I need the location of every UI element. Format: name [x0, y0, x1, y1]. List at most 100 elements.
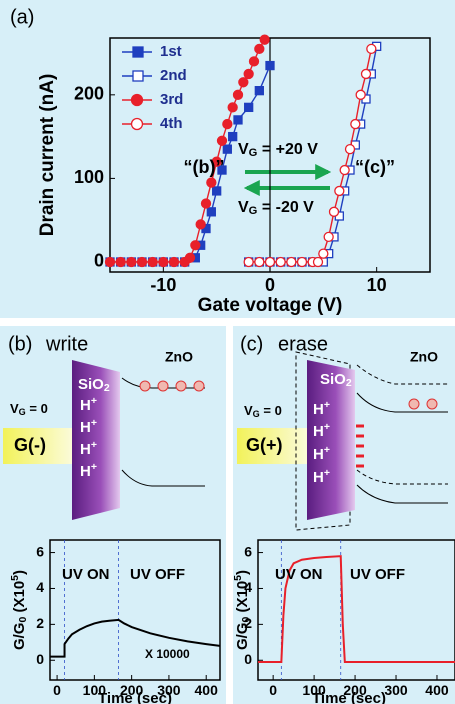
y-axis-title-part: (X10 [234, 581, 251, 617]
gate-bias-part: V [244, 403, 253, 418]
marker [223, 145, 231, 153]
ion-part: + [91, 395, 97, 407]
gate-bias-part: G [253, 409, 260, 419]
ion-part: + [324, 467, 330, 479]
marker [255, 87, 263, 95]
marker [159, 257, 168, 266]
marker [324, 232, 333, 241]
marker [340, 166, 349, 175]
y-tick-label: 200 [74, 84, 104, 104]
y-tick-label: 2 [36, 615, 44, 631]
marker [276, 257, 285, 266]
marker [250, 57, 259, 66]
ion-part: + [91, 461, 97, 473]
annotation-part: G [249, 147, 258, 159]
annotation-part: V [238, 199, 249, 216]
annotation: “(c)” [355, 157, 395, 177]
oxide-label-part: 2 [104, 382, 110, 394]
panel-label: (b) [8, 333, 32, 355]
annotation-part: UV ON [62, 566, 110, 583]
marker [245, 103, 253, 111]
marker [266, 62, 274, 70]
ion-part: + [324, 399, 330, 411]
marker [148, 257, 157, 266]
legend-label: 1st [160, 43, 182, 60]
legend-marker [132, 119, 143, 130]
x-axis-title: Time (sec) [312, 690, 386, 704]
x-tick-label: -10 [150, 275, 176, 295]
ion-part: H [80, 441, 91, 458]
y-axis-title-part: G/G [11, 623, 28, 651]
legend-marker [133, 47, 143, 57]
annotation-part: UV OFF [350, 566, 405, 583]
x-axis-title: Gate voltage (V) [198, 295, 343, 316]
marker [266, 257, 275, 266]
x-tick-label: 300 [384, 682, 408, 698]
legend-label: 4th [160, 115, 183, 132]
ion-part: + [91, 439, 97, 451]
y-tick-label: 0 [94, 251, 104, 271]
annotation: “(b)” [184, 157, 225, 177]
panel-title: erase [278, 333, 328, 355]
y-axis-title-part: (X10 [11, 581, 28, 617]
marker [362, 69, 371, 78]
y-tick-label: 100 [74, 167, 104, 187]
marker [116, 257, 125, 266]
marker [207, 208, 215, 216]
ion-part: H [313, 469, 324, 486]
x-tick-label: 0 [269, 682, 277, 698]
annotation-part: UV OFF [130, 566, 185, 583]
marker [255, 257, 264, 266]
marker [234, 90, 243, 99]
annotation: X 10000 [145, 647, 190, 661]
legend-label: 3rd [160, 91, 183, 108]
y-tick-label: 4 [36, 579, 44, 595]
marker [196, 220, 205, 229]
marker [351, 120, 360, 129]
annotation-part: UV ON [275, 566, 323, 583]
marker [239, 78, 248, 87]
marker [223, 120, 232, 129]
ion-part: H [80, 463, 91, 480]
y-axis-title: G/G0 (X105) [9, 570, 29, 650]
x-tick-label: 400 [195, 682, 219, 698]
panel-label: (c) [240, 333, 263, 355]
marker [287, 257, 296, 266]
marker [244, 69, 253, 78]
y-axis-title-part: ) [11, 570, 28, 575]
gate-bias-part: = 0 [26, 401, 48, 416]
annotation-part: = +20 V [257, 141, 318, 158]
semiconductor-label: ZnO [165, 349, 193, 365]
marker [367, 44, 376, 53]
marker [234, 116, 242, 124]
annotation-part: G [249, 205, 258, 217]
semiconductor-label: ZnO [410, 349, 438, 365]
marker [260, 35, 269, 44]
marker [127, 257, 136, 266]
y-tick-label: 6 [244, 543, 252, 559]
marker [202, 199, 211, 208]
annotation-part: = -20 V [257, 199, 314, 216]
x-tick-label: 10 [367, 275, 387, 295]
marker [335, 186, 344, 195]
x-axis-title: Time (sec) [98, 690, 172, 704]
ion-part: H [80, 419, 91, 436]
x-tick-label: 0 [265, 275, 275, 295]
y-axis-title: Drain current (nA) [37, 74, 58, 237]
annotation-part: V [238, 141, 249, 158]
marker [298, 257, 307, 266]
ion-part: H [80, 397, 91, 414]
marker [213, 187, 221, 195]
y-tick-label: 0 [244, 651, 252, 667]
oxide-label-part: 2 [346, 377, 352, 389]
marker [330, 207, 339, 216]
gate-label: G(-) [14, 435, 46, 455]
marker [218, 136, 227, 145]
annotation-part: “(b)” [184, 157, 225, 177]
annotation: UV ON [275, 566, 323, 583]
gate-bias: VG = 0 [244, 403, 282, 419]
marker [228, 103, 237, 112]
marker [191, 241, 200, 250]
annotation: UV ON [62, 566, 110, 583]
marker [106, 257, 115, 266]
